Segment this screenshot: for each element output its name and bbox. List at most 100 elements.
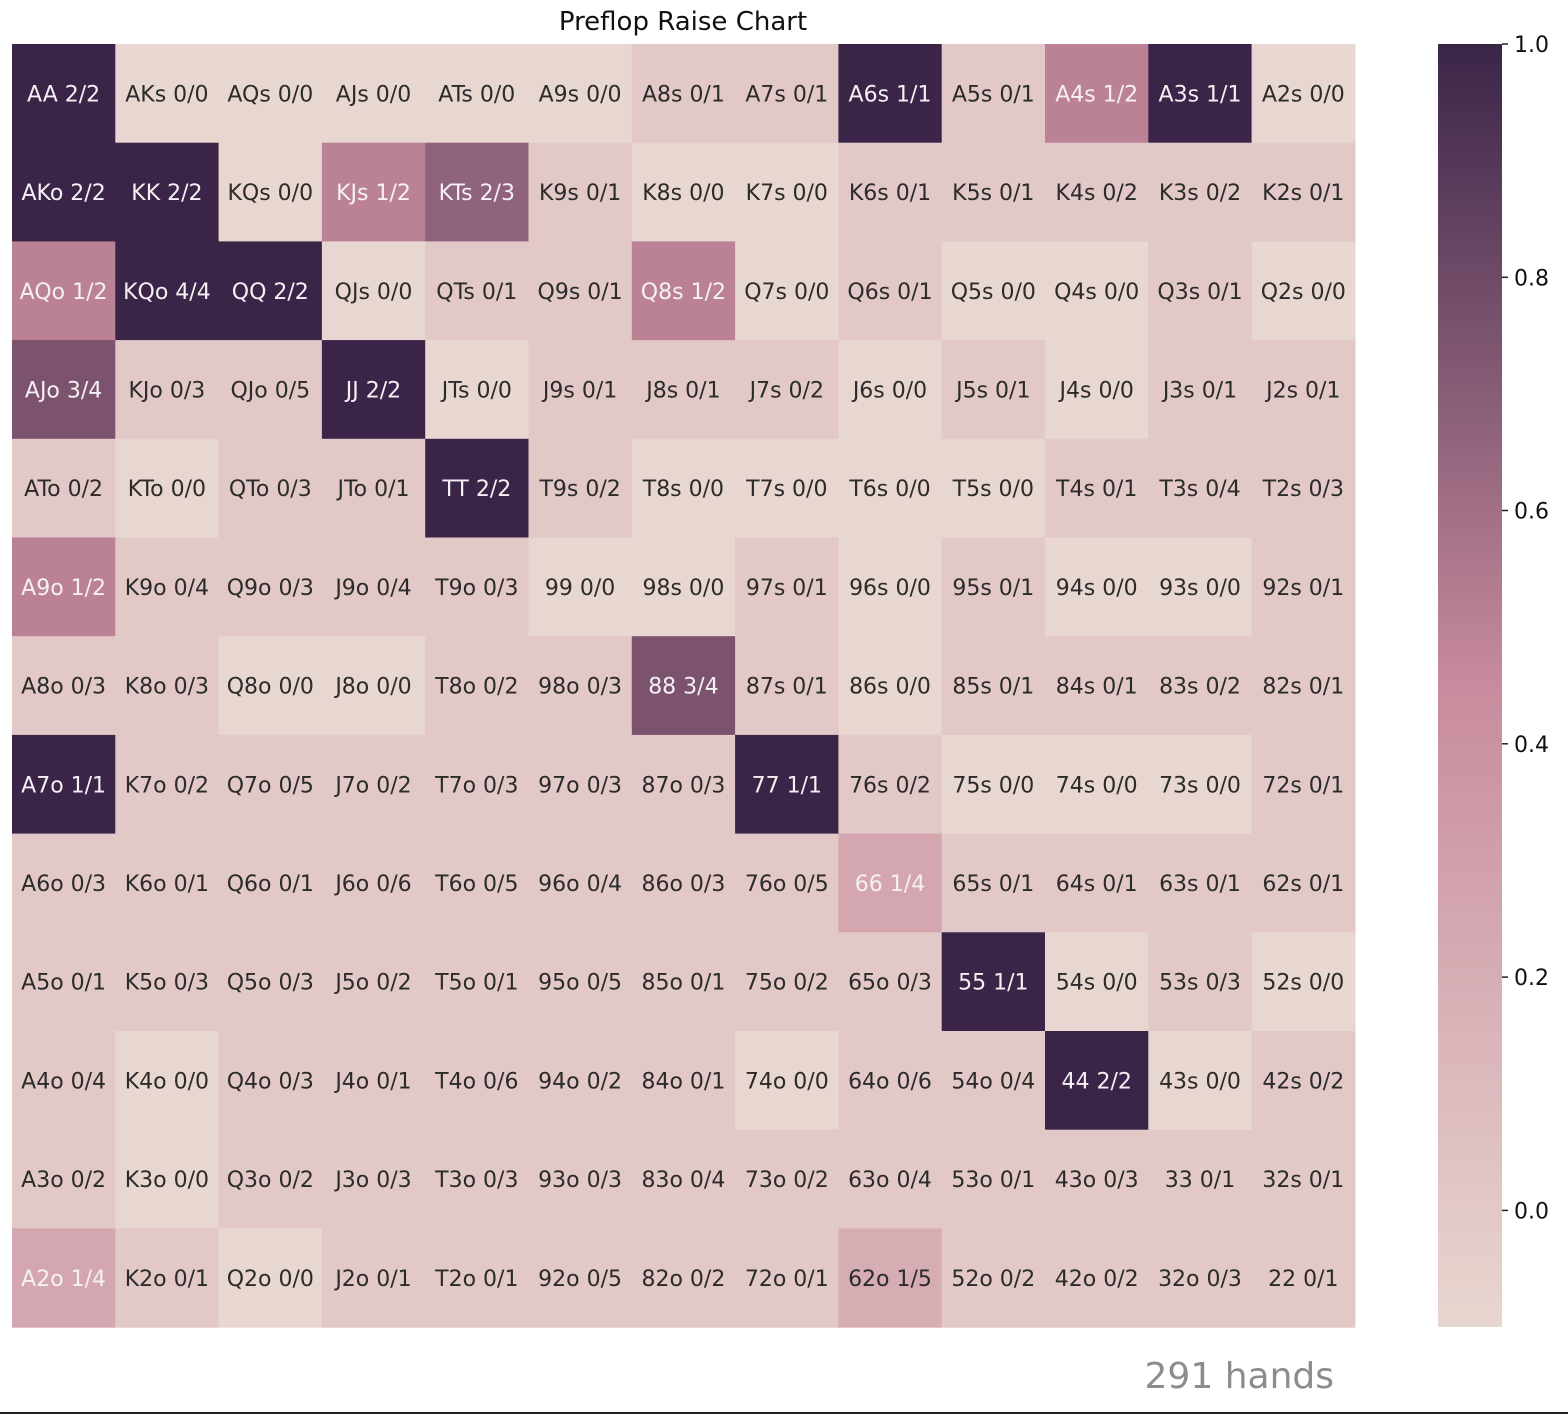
heatmap-cell-fill bbox=[941, 142, 1046, 242]
heatmap-cell-label: J8o 0/0 bbox=[333, 675, 411, 700]
heatmap-cell: 32s 0/1 bbox=[1251, 1129, 1356, 1229]
heatmap-cell: J8s 0/1 bbox=[631, 340, 736, 440]
heatmap-cell-label: AKo 2/2 bbox=[21, 181, 105, 206]
heatmap-cell: 82o 0/2 bbox=[631, 1228, 736, 1328]
heatmap-cell-label: 93o 0/3 bbox=[538, 1168, 622, 1193]
heatmap-cell-label: K9o 0/4 bbox=[125, 576, 209, 601]
heatmap-cell-label: QQ 2/2 bbox=[232, 280, 309, 305]
heatmap-cell-label: Q7s 0/0 bbox=[744, 280, 829, 305]
heatmap-cell: A4o 0/4 bbox=[12, 1031, 116, 1131]
heatmap-cell-fill bbox=[218, 833, 323, 933]
heatmap-cell: K4o 0/0 bbox=[115, 1031, 220, 1131]
heatmap-cell-fill bbox=[735, 833, 839, 933]
heatmap-cell-fill bbox=[218, 44, 323, 144]
heatmap-cell-fill bbox=[1251, 636, 1356, 736]
heatmap-cell: K5o 0/3 bbox=[115, 932, 220, 1032]
heatmap-cell-fill bbox=[838, 1228, 943, 1328]
heatmap-cell: K3s 0/2 bbox=[1148, 142, 1253, 242]
heatmap-cell-fill bbox=[1045, 1228, 1149, 1328]
heatmap-cell-label: 96s 0/0 bbox=[849, 576, 931, 601]
heatmap-cell-label: Q4o 0/3 bbox=[227, 1069, 314, 1094]
heatmap-cell: AQs 0/0 bbox=[218, 44, 323, 144]
heatmap-cell-label: K4o 0/0 bbox=[125, 1069, 209, 1094]
heatmap-cell-fill bbox=[12, 438, 116, 539]
heatmap-cell-label: 95o 0/5 bbox=[538, 971, 622, 996]
heatmap-cell-label: A6s 1/1 bbox=[849, 82, 932, 107]
heatmap-cell: 99 0/0 bbox=[528, 537, 633, 637]
heatmap-cell: AQo 1/2 bbox=[12, 241, 116, 341]
heatmap-cell-fill bbox=[1148, 1228, 1253, 1328]
heatmap-cell: KQo 4/4 bbox=[115, 241, 220, 341]
heatmap-cell: JTo 0/1 bbox=[321, 438, 426, 539]
heatmap-cell-fill bbox=[631, 636, 736, 736]
heatmap-cell-fill bbox=[321, 142, 426, 242]
heatmap-cell-fill bbox=[528, 537, 633, 637]
heatmap-cell: 52o 0/2 bbox=[941, 1228, 1046, 1328]
heatmap-cell-label: K2s 0/1 bbox=[1262, 181, 1344, 206]
heatmap-cell-label: 72s 0/1 bbox=[1262, 773, 1344, 798]
heatmap-cell-fill bbox=[1045, 142, 1149, 242]
heatmap-cell-fill bbox=[1148, 44, 1253, 144]
heatmap-cell-fill bbox=[12, 340, 116, 440]
heatmap-cell: 62o 1/5 bbox=[838, 1228, 943, 1328]
heatmap-cell-fill bbox=[218, 438, 323, 539]
heatmap-cell-label: 88 3/4 bbox=[648, 675, 718, 700]
heatmap-cell-label: AA 2/2 bbox=[27, 82, 100, 107]
heatmap-cell: JTs 0/0 bbox=[425, 340, 530, 440]
heatmap-cell-fill bbox=[12, 44, 116, 144]
heatmap-cell: ATo 0/2 bbox=[12, 438, 116, 539]
heatmap-cell: 72s 0/1 bbox=[1251, 734, 1356, 835]
heatmap-cell-fill bbox=[528, 241, 633, 341]
heatmap-cell-fill bbox=[1045, 1129, 1149, 1229]
heatmap-cell-label: J9s 0/1 bbox=[541, 379, 617, 404]
heatmap-cell-fill bbox=[735, 636, 839, 736]
heatmap-cell-fill bbox=[218, 1129, 323, 1229]
heatmap-cell-label: Q3o 0/2 bbox=[227, 1168, 314, 1193]
heatmap-cell-label: TT 2/2 bbox=[441, 477, 511, 502]
heatmap-cell: T4s 0/1 bbox=[1045, 438, 1149, 539]
heatmap-cell: 85s 0/1 bbox=[941, 636, 1046, 736]
heatmap-cell: 32o 0/3 bbox=[1148, 1228, 1253, 1328]
heatmap-cell-fill bbox=[631, 438, 736, 539]
heatmap-cell-label: 87s 0/1 bbox=[746, 675, 828, 700]
heatmap-cell: K2s 0/1 bbox=[1251, 142, 1356, 242]
heatmap-cell-fill bbox=[528, 636, 633, 736]
heatmap-cell-label: 98o 0/3 bbox=[538, 675, 622, 700]
heatmap-cell-label: Q8s 1/2 bbox=[641, 280, 726, 305]
heatmap-cell-fill bbox=[528, 932, 633, 1032]
heatmap-cell-label: JTo 0/1 bbox=[335, 477, 409, 502]
heatmap-cell-label: KTs 2/3 bbox=[439, 181, 515, 206]
heatmap-cell: A7s 0/1 bbox=[735, 44, 839, 144]
heatmap-cell: 63o 0/4 bbox=[838, 1129, 943, 1229]
heatmap-cell: AJs 0/0 bbox=[321, 44, 426, 144]
heatmap-cell-label: J8s 0/1 bbox=[644, 379, 720, 404]
heatmap-cell-label: KTo 0/0 bbox=[128, 477, 206, 502]
heatmap-cell: Q7o 0/5 bbox=[218, 734, 323, 835]
heatmap-cell: 65o 0/3 bbox=[838, 932, 943, 1032]
heatmap-cell-label: Q3s 0/1 bbox=[1157, 280, 1242, 305]
heatmap-cell: KJo 0/3 bbox=[115, 340, 220, 440]
heatmap-cell-fill bbox=[631, 833, 736, 933]
heatmap-cell: AKo 2/2 bbox=[12, 142, 116, 242]
heatmap-cell-fill bbox=[12, 1228, 116, 1328]
heatmap-cell-label: 52o 0/2 bbox=[951, 1267, 1035, 1292]
heatmap-cell: J9s 0/1 bbox=[528, 340, 633, 440]
heatmap-cell-label: J3o 0/3 bbox=[333, 1168, 411, 1193]
heatmap-cell-fill bbox=[838, 340, 943, 440]
heatmap-cell-fill bbox=[735, 734, 839, 835]
heatmap-cell-label: K6o 0/1 bbox=[125, 872, 209, 897]
heatmap-cell-label: KK 2/2 bbox=[131, 181, 202, 206]
heatmap-cell-label: Q9o 0/3 bbox=[227, 576, 314, 601]
heatmap-cell: KTs 2/3 bbox=[425, 142, 530, 242]
heatmap-cell-fill bbox=[631, 142, 736, 242]
heatmap-cell: A5s 0/1 bbox=[941, 44, 1046, 144]
heatmap-cell-fill bbox=[941, 833, 1046, 933]
heatmap-cell: QJs 0/0 bbox=[321, 241, 426, 341]
heatmap-cell: 63s 0/1 bbox=[1148, 833, 1253, 933]
heatmap-cell-label: A8o 0/3 bbox=[21, 675, 106, 700]
heatmap-cell-label: 62s 0/1 bbox=[1262, 872, 1344, 897]
heatmap-cell-fill bbox=[425, 734, 530, 835]
heatmap-cell-label: 53o 0/1 bbox=[951, 1168, 1035, 1193]
heatmap-cell-fill bbox=[528, 340, 633, 440]
heatmap-cell-label: T9s 0/2 bbox=[538, 477, 620, 502]
